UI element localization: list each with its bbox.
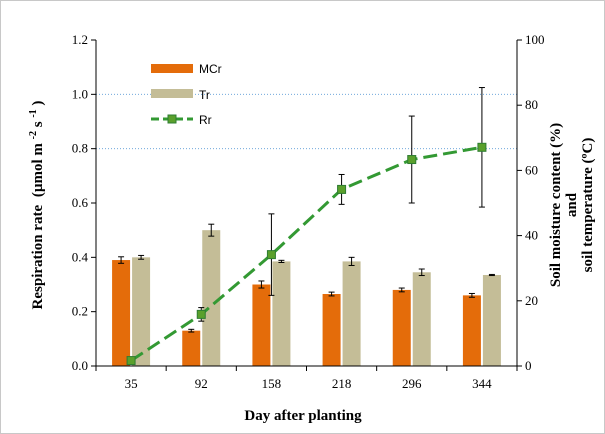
axes-layer xyxy=(91,39,522,371)
y-tick-label-2: 0.4 xyxy=(72,249,89,264)
marker-rr-344 xyxy=(477,142,487,152)
legend-label-mcr: MCr xyxy=(199,62,222,76)
legend-label-rr: Rr xyxy=(199,113,212,127)
line-rr xyxy=(130,145,483,362)
legend-swatch-mcr xyxy=(151,64,193,73)
y2-axis-title-line1: Soil moisture content (%) xyxy=(548,123,564,287)
bar-tr-35 xyxy=(132,257,151,366)
bars-layer xyxy=(112,223,501,366)
x-tick-label-35: 35 xyxy=(125,376,138,391)
y-axis-title-main: Respiration rate xyxy=(30,205,46,310)
bar-tr-158 xyxy=(272,261,291,366)
bar-mcr-92 xyxy=(182,330,201,366)
y-axis-title-unit-prefix: (µmol m xyxy=(30,143,46,198)
y-tick-label-3: 0.6 xyxy=(72,195,89,210)
bar-tr-218 xyxy=(342,261,361,366)
y2-tick-label-2: 40 xyxy=(525,228,538,243)
y-axis-title-unit-sup1: -2 xyxy=(28,131,39,139)
y-tick-label-4: 0.8 xyxy=(72,141,88,156)
y2-tick-label-1: 20 xyxy=(525,293,538,308)
bar-mcr-296 xyxy=(392,289,411,366)
y2-tick-label-0: 0 xyxy=(525,358,532,373)
gridlines xyxy=(96,93,517,150)
marker-rr-35 xyxy=(126,356,136,366)
legend-swatch-tr xyxy=(151,89,193,98)
bar-tr-92 xyxy=(202,230,221,366)
bar-tr-296 xyxy=(412,272,431,366)
y-tick-label-0: 0.0 xyxy=(72,358,88,373)
marker-rr-218 xyxy=(337,184,347,194)
x-tick-label-296: 296 xyxy=(402,376,422,391)
bar-mcr-158 xyxy=(252,284,271,366)
x-tick-label-344: 344 xyxy=(472,376,492,391)
y-tick-label-1: 0.2 xyxy=(72,304,88,319)
marker-rr-296 xyxy=(407,155,417,165)
bar-tr-344 xyxy=(482,274,501,366)
x-tick-label-218: 218 xyxy=(332,376,352,391)
y2-tick-label-3: 60 xyxy=(525,162,538,177)
bar-mcr-35 xyxy=(112,260,131,366)
y-tick-label-6: 1.2 xyxy=(72,32,88,47)
marker-rr-92 xyxy=(196,309,206,319)
y2-axis-title-line2: and xyxy=(564,192,580,217)
x-tick-label-92: 92 xyxy=(195,376,208,391)
legend-marker-rr xyxy=(167,114,177,124)
y-axis-title-unit-suffix: ) xyxy=(30,101,46,106)
y-axis-title: Respiration rate (µmol m -2 s -1 ) xyxy=(24,101,46,310)
y2-axis-title-line3: soil temperature (ºC) xyxy=(580,138,596,273)
tick-labels: 0.0 0.2 0.4 0.6 0.8 1.0 1.2 0 20 40 60 80 100 35 92 158… xyxy=(72,32,545,391)
marker-rr-158 xyxy=(266,250,276,260)
legend-label-tr: Tr xyxy=(199,88,210,102)
bar-mcr-344 xyxy=(462,295,481,366)
line-layer xyxy=(126,87,487,366)
y2-tick-label-5: 100 xyxy=(525,32,545,47)
x-tick-label-158: 158 xyxy=(262,376,282,391)
y-axis-title-unit-mid: s xyxy=(30,121,46,127)
y-tick-label-5: 1.0 xyxy=(72,86,88,101)
x-axis-title: Day after planting xyxy=(244,408,362,424)
y2-tick-label-4: 80 xyxy=(525,97,538,112)
bar-mcr-218 xyxy=(322,294,341,366)
y-axis-title-unit-sup2: -1 xyxy=(28,109,39,117)
legend: MCr Tr Rr xyxy=(151,62,222,127)
